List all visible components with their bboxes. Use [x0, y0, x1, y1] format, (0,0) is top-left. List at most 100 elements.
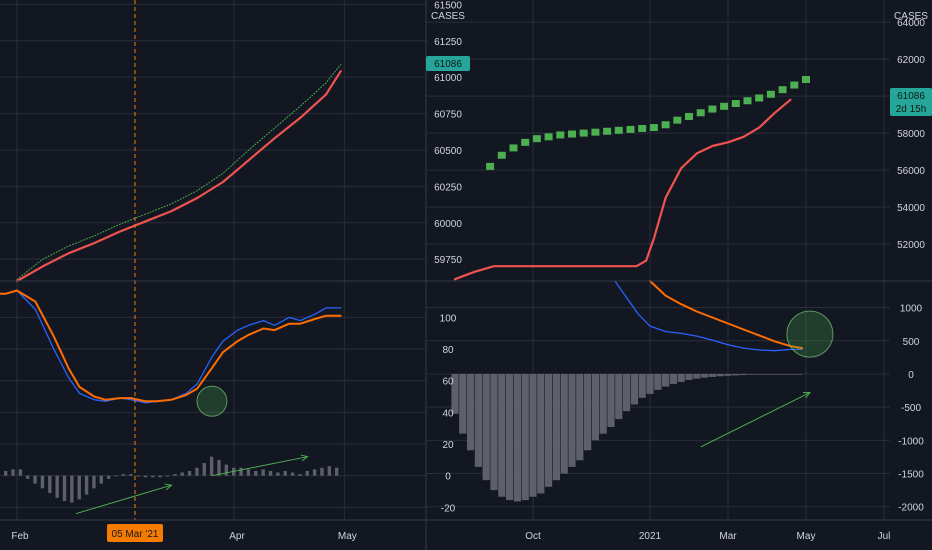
- right-price-step-block[interactable]: [497, 151, 506, 159]
- right-osc-blue-line[interactable]: [614, 280, 803, 352]
- left-histogram-bar[interactable]: [268, 470, 273, 476]
- left-histogram-bar[interactable]: [55, 475, 59, 498]
- right-price-step-block[interactable]: [591, 128, 600, 136]
- left-histogram-bar[interactable]: [320, 467, 324, 476]
- right-price-step-block[interactable]: [603, 127, 612, 135]
- right-histogram-bar[interactable]: [482, 373, 490, 481]
- right-histogram-bar[interactable]: [763, 373, 771, 375]
- right-histogram-bar[interactable]: [529, 373, 537, 497]
- left-histogram-bar[interactable]: [11, 469, 15, 476]
- right-histogram-bar[interactable]: [701, 373, 709, 378]
- right-histogram-bar[interactable]: [591, 373, 599, 441]
- right-price-step-block[interactable]: [486, 162, 495, 170]
- left-trend-arrow[interactable]: [211, 456, 308, 477]
- left-histogram-bar[interactable]: [77, 475, 81, 500]
- right-histogram-bar[interactable]: [794, 373, 802, 375]
- right-price-step-block[interactable]: [778, 86, 787, 94]
- right-histogram-bar[interactable]: [693, 373, 701, 379]
- right-highlight-circle[interactable]: [786, 310, 834, 358]
- left-histogram-bar[interactable]: [99, 475, 103, 484]
- right-histogram-bar[interactable]: [638, 373, 646, 398]
- right-histogram-bar[interactable]: [708, 373, 716, 377]
- left-histogram-bar[interactable]: [33, 475, 37, 484]
- left-histogram-bar[interactable]: [114, 475, 118, 477]
- right-histogram-bar[interactable]: [724, 373, 732, 376]
- left-histogram-bar[interactable]: [92, 475, 96, 489]
- right-histogram-bar[interactable]: [513, 373, 521, 502]
- right-histogram-bar[interactable]: [498, 373, 506, 497]
- right-price-step-block[interactable]: [802, 75, 810, 83]
- right-histogram-bar[interactable]: [740, 373, 748, 376]
- right-price-step-block[interactable]: [579, 129, 588, 137]
- left-osc-orange-line[interactable]: [0, 289, 342, 403]
- right-histogram-bar[interactable]: [615, 373, 623, 420]
- right-price-step-block[interactable]: [743, 97, 752, 105]
- right-price-line[interactable]: [453, 98, 792, 281]
- left-histogram-bar[interactable]: [151, 475, 155, 478]
- right-price-step-block[interactable]: [731, 100, 740, 108]
- left-histogram-bar[interactable]: [246, 469, 251, 476]
- left-histogram-bar[interactable]: [48, 475, 52, 494]
- left-histogram-bar[interactable]: [106, 475, 111, 479]
- right-histogram-bar[interactable]: [677, 373, 685, 382]
- left-histogram-bar[interactable]: [62, 475, 67, 502]
- right-histogram-bar[interactable]: [771, 373, 779, 375]
- left-histogram-bar[interactable]: [3, 470, 8, 476]
- right-price-step-block[interactable]: [544, 133, 553, 141]
- right-histogram-bar[interactable]: [474, 373, 482, 467]
- left-histogram-bar[interactable]: [209, 456, 214, 476]
- right-price-step-block[interactable]: [708, 105, 717, 113]
- left-histogram-bar[interactable]: [254, 470, 258, 476]
- left-histogram-bar[interactable]: [26, 475, 30, 479]
- left-histogram-bar[interactable]: [70, 475, 74, 503]
- left-highlight-circle[interactable]: [196, 385, 228, 417]
- right-histogram-bar[interactable]: [467, 373, 475, 451]
- right-osc-orange-line[interactable]: [649, 280, 804, 350]
- left-histogram-bar[interactable]: [173, 474, 177, 476]
- left-histogram-bar[interactable]: [261, 469, 265, 476]
- right-histogram-bar[interactable]: [732, 373, 740, 376]
- right-price-step-block[interactable]: [556, 131, 565, 139]
- left-histogram-bar[interactable]: [217, 459, 221, 476]
- right-histogram-bar[interactable]: [755, 373, 763, 375]
- left-histogram-bar[interactable]: [158, 475, 162, 478]
- left-histogram-bar[interactable]: [18, 469, 23, 476]
- right-histogram-bar[interactable]: [552, 373, 560, 481]
- right-histogram-bar[interactable]: [747, 373, 755, 375]
- left-histogram-bar[interactable]: [283, 470, 287, 476]
- left-histogram-bar[interactable]: [180, 472, 184, 476]
- right-price-step-block[interactable]: [614, 126, 623, 134]
- right-histogram-bar[interactable]: [623, 373, 631, 412]
- right-histogram-bar[interactable]: [537, 373, 545, 494]
- left-histogram-bar[interactable]: [327, 466, 332, 476]
- right-price-step-block[interactable]: [568, 130, 576, 138]
- right-price-step-block[interactable]: [626, 125, 635, 133]
- right-price-step-block[interactable]: [673, 116, 682, 124]
- left-histogram-bar[interactable]: [84, 475, 89, 495]
- right-price-step-block[interactable]: [638, 124, 647, 132]
- right-price-step-block[interactable]: [509, 144, 518, 152]
- right-histogram-bar[interactable]: [607, 373, 615, 428]
- right-price-step-block[interactable]: [661, 121, 670, 129]
- right-price-step-block[interactable]: [720, 102, 729, 110]
- left-histogram-bar[interactable]: [121, 474, 126, 476]
- right-histogram-bar[interactable]: [568, 373, 576, 467]
- right-price-step-block[interactable]: [766, 90, 775, 98]
- right-histogram-bar[interactable]: [685, 373, 693, 380]
- right-histogram-bar[interactable]: [576, 373, 584, 461]
- right-price-step-block[interactable]: [532, 135, 541, 143]
- right-histogram-bar[interactable]: [506, 373, 514, 501]
- left-histogram-bar[interactable]: [298, 474, 302, 476]
- left-histogram-bar[interactable]: [40, 475, 45, 489]
- left-histogram-bar[interactable]: [187, 470, 192, 476]
- left-histogram-bar[interactable]: [165, 475, 170, 477]
- right-histogram-bar[interactable]: [521, 373, 529, 501]
- right-histogram-bar[interactable]: [584, 373, 592, 451]
- left-histogram-bar[interactable]: [136, 475, 140, 477]
- right-histogram-bar[interactable]: [545, 373, 553, 487]
- right-price-step-block[interactable]: [755, 94, 764, 102]
- right-histogram-bar[interactable]: [490, 373, 498, 491]
- right-price-step-block[interactable]: [649, 124, 658, 132]
- left-price-line[interactable]: [15, 70, 342, 283]
- right-trend-arrow[interactable]: [700, 392, 811, 448]
